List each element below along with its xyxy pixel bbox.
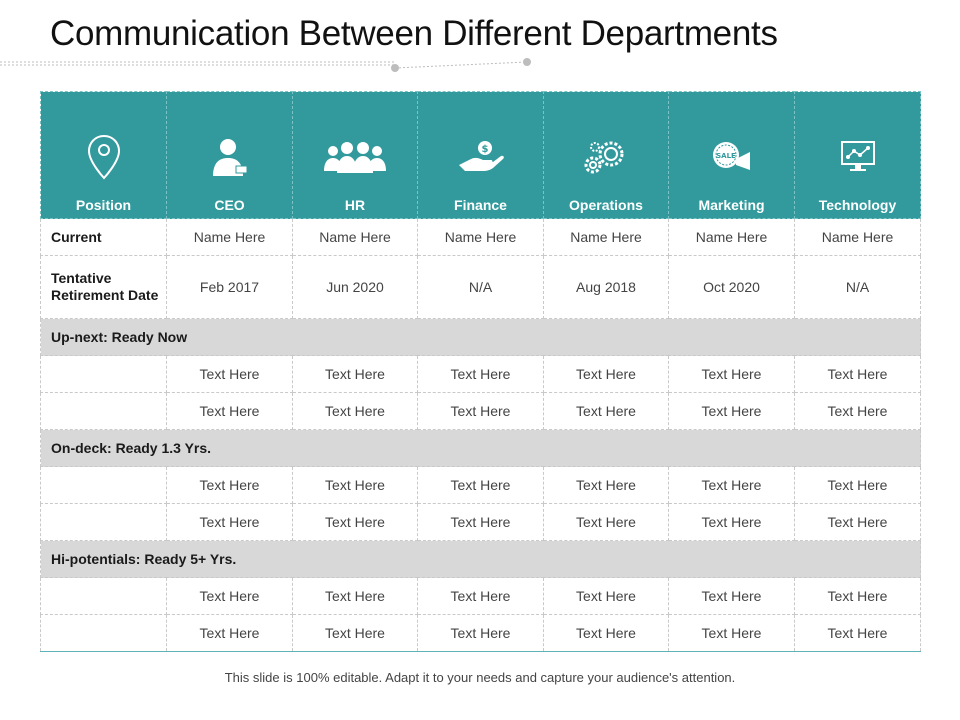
column-header-position: Position	[40, 91, 167, 219]
table-cell: Text Here	[794, 577, 921, 615]
table-row: Text Here Text Here Text Here Text Here Text…	[40, 355, 921, 393]
svg-text:SALE: SALE	[716, 152, 736, 160]
table-cell: Text Here	[668, 392, 795, 430]
table-cell: Text Here	[543, 614, 669, 652]
table-cell: Text Here	[417, 503, 544, 541]
table-cell: Text Here	[292, 466, 418, 504]
row-label: Current	[40, 218, 167, 256]
location-pin-icon	[41, 134, 166, 180]
table-cell: Text Here	[292, 577, 418, 615]
column-header-ceo: CEO	[166, 91, 293, 219]
table-cell: Name Here	[543, 218, 669, 256]
sale-megaphone-icon: SALE	[669, 134, 794, 180]
table-cell: Text Here	[417, 577, 544, 615]
table-cell: Text Here	[794, 614, 921, 652]
table-cell: Name Here	[417, 218, 544, 256]
header-row: Position CEO HR $ Finance Operations SALE Marke…	[40, 91, 921, 219]
footer-note: This slide is 100% editable. Adapt it to…	[224, 670, 736, 685]
table-cell: Text Here	[417, 614, 544, 652]
section-header-row: Hi-potentials: Ready 5+ Yrs.	[40, 540, 921, 578]
table-cell: Text Here	[794, 466, 921, 504]
table-cell: Text Here	[543, 466, 669, 504]
column-header-label: Operations	[569, 197, 643, 213]
row-label	[40, 614, 167, 652]
table-row: Text Here Text Here Text Here Text Here Text…	[40, 577, 921, 615]
table-cell: Text Here	[668, 503, 795, 541]
table-cell: Text Here	[794, 355, 921, 393]
slide-title: Communication Between Different Departme…	[50, 14, 778, 53]
column-header-marketing: SALE Marketing	[668, 91, 795, 219]
department-table: Position CEO HR $ Finance Operations SALE Marke…	[40, 91, 921, 652]
table-cell: Text Here	[668, 466, 795, 504]
ceo-person-icon	[167, 134, 292, 180]
table-cell: Name Here	[794, 218, 921, 256]
table-cell: Text Here	[166, 503, 293, 541]
table-cell: Name Here	[166, 218, 293, 256]
row-label	[40, 466, 167, 504]
row-label	[40, 392, 167, 430]
table-cell: Text Here	[417, 466, 544, 504]
table-cell: Text Here	[417, 355, 544, 393]
table-cell: Text Here	[166, 392, 293, 430]
table-cell: Text Here	[543, 577, 669, 615]
current-row: Current Name Here Name Here Name Here Name H…	[40, 218, 921, 256]
column-header-label: Position	[75, 197, 132, 213]
table-cell: Oct 2020	[668, 255, 795, 319]
monitor-chart-icon	[795, 134, 920, 180]
table-cell: Text Here	[292, 392, 418, 430]
column-header-label: Finance	[454, 197, 507, 213]
table-cell: Text Here	[292, 503, 418, 541]
column-header-label: Technology	[818, 197, 897, 213]
hand-coin-icon: $	[418, 134, 543, 180]
row-label	[40, 355, 167, 393]
table-cell: Aug 2018	[543, 255, 669, 319]
table-cell: Text Here	[292, 355, 418, 393]
table-cell: Text Here	[417, 392, 544, 430]
row-label	[40, 503, 167, 541]
table-row: Text Here Text Here Text Here Text Here Text…	[40, 614, 921, 652]
table-cell: Text Here	[292, 614, 418, 652]
column-header-finance: $ Finance	[417, 91, 544, 219]
table-cell: Feb 2017	[166, 255, 293, 319]
table-cell: Text Here	[543, 355, 669, 393]
section-header: On-deck: Ready 1.3 Yrs.	[40, 429, 921, 467]
table-cell: N/A	[794, 255, 921, 319]
table-cell: Jun 2020	[292, 255, 418, 319]
section-header-row: On-deck: Ready 1.3 Yrs.	[40, 429, 921, 467]
column-header-hr: HR	[292, 91, 418, 219]
people-group-icon	[293, 134, 417, 180]
table-cell: Text Here	[166, 355, 293, 393]
column-header-label: Marketing	[698, 197, 765, 213]
decorative-dotted-line	[0, 58, 531, 72]
column-header-label: CEO	[214, 197, 245, 213]
table-row: Text Here Text Here Text Here Text Here Text…	[40, 503, 921, 541]
table-cell: Text Here	[668, 355, 795, 393]
retirement-row: Tentative Retirement Date Feb 2017 Jun 202…	[40, 255, 921, 319]
table-row: Text Here Text Here Text Here Text Here Text…	[40, 466, 921, 504]
section-header: Hi-potentials: Ready 5+ Yrs.	[40, 540, 921, 578]
column-header-technology: Technology	[794, 91, 921, 219]
table-cell: N/A	[417, 255, 544, 319]
table-cell: Name Here	[292, 218, 418, 256]
table-cell: Text Here	[166, 466, 293, 504]
table-cell: Text Here	[668, 577, 795, 615]
svg-text:$: $	[481, 144, 488, 155]
section-header-row: Up-next: Ready Now	[40, 318, 921, 356]
table-cell: Text Here	[794, 503, 921, 541]
table-cell: Text Here	[543, 392, 669, 430]
row-label: Tentative Retirement Date	[40, 255, 167, 319]
table-cell: Text Here	[543, 503, 669, 541]
column-header-operations: Operations	[543, 91, 669, 219]
table-cell: Name Here	[668, 218, 795, 256]
section-header: Up-next: Ready Now	[40, 318, 921, 356]
gears-icon	[544, 134, 668, 180]
table-row: Text Here Text Here Text Here Text Here Text…	[40, 392, 921, 430]
column-header-label: HR	[344, 197, 366, 213]
table-cell: Text Here	[166, 577, 293, 615]
table-cell: Text Here	[668, 614, 795, 652]
table-cell: Text Here	[166, 614, 293, 652]
row-label	[40, 577, 167, 615]
table-cell: Text Here	[794, 392, 921, 430]
